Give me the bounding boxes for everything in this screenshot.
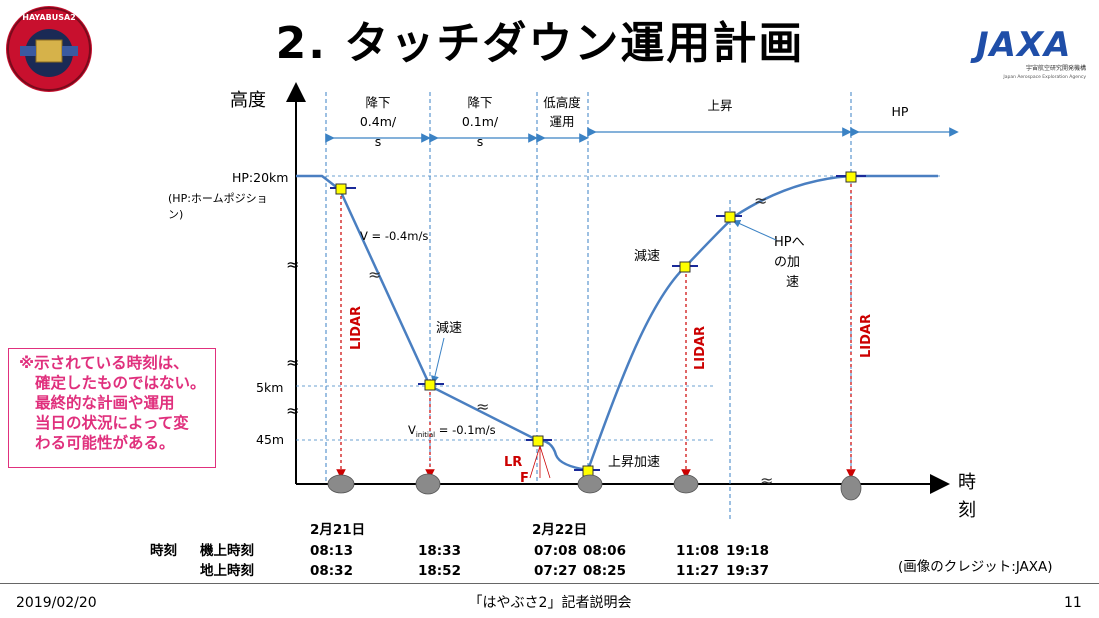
spacecraft-icon [418,379,444,391]
hp-note-line2: ン) [168,208,183,221]
y-tick-hp: HP:20km [232,170,288,185]
phase-3-label-b: 運用 [549,114,574,129]
ground-time-label: 地上時刻 [200,563,254,579]
time-row-label: 時刻 [150,543,177,559]
mission-badge: HAYABUSA2 [6,6,92,92]
trajectory-breaks: ≈ ≈ ≈ ≈ [368,191,773,490]
asteroid-rocks [327,473,862,501]
onboard-time-label: 機上時刻 [200,543,254,559]
rock-icon [577,474,603,494]
rock-icon [327,474,355,494]
lidar-labels: LIDAR LIDAR LIDAR LR F [349,306,874,486]
axis-break-3: ≈ [286,401,299,420]
lrf-label-1: LR [504,455,522,470]
footer-date: 2019/02/20 [16,595,97,611]
logo-text: JAXA [970,25,1072,65]
onboard-time: 19:18 [726,543,769,559]
footer-divider [0,583,1099,584]
date-label-1: 2月21日 [310,522,366,538]
phase-4-label: 上昇 [707,98,732,113]
onboard-time: 08:13 [310,543,353,559]
onboard-time: 07:08 [534,543,577,559]
phase-2-label-a: 降下 [467,95,492,110]
velocity-label-1: V = -0.4m/s [360,229,428,243]
phase-3-label-a: 低高度 [543,95,581,110]
phase-2-label-c: s [477,134,484,149]
lidar-lines [336,184,856,479]
ground-time: 11:27 [676,563,719,579]
phase-arrows [325,127,959,143]
spacecraft-icon [716,211,742,223]
velocity-label-2: Vinitial = -0.1m/s [408,423,496,439]
x-axis-label: 時刻 [958,472,976,521]
lidar-label-3: LIDAR [859,314,874,358]
onboard-time: 11:08 [676,543,719,559]
note-line: ※示されている時刻は、 [19,354,189,372]
jaxa-logo: JAXA 宇宙航空研究開発機構 Japan Aerospace Explorat… [968,20,1090,82]
ascent-accel-label: 上昇加速 [608,455,660,470]
onboard-time: 18:33 [418,543,461,559]
phase-1-label-b: 0.4m/ [360,114,397,129]
onboard-time: 08:06 [583,543,626,559]
phase-1-label-c: s [375,134,382,149]
lidar-label-1: LIDAR [349,306,364,350]
hayabusa2-badge-icon: HAYABUSA2 [7,7,91,91]
y-tick-45m: 45m [256,432,284,447]
spacecraft-icon [330,183,356,195]
jaxa-logo-icon: JAXA 宇宙航空研究開発機構 Japan Aerospace Explorat… [970,25,1086,80]
touchdown-chart: 高度 時刻 HP:20km 5km 45m (HP:ホームポジショ ン) ≈ ≈… [168,82,976,521]
lrf-beams [529,445,551,479]
hp-accel-pointer [732,219,777,241]
axis-break-2: ≈ [286,353,299,372]
logo-sub-ja: 宇宙航空研究開発機構 [1026,64,1086,72]
decel-pointer-1 [431,337,445,384]
hp-note-line1: (HP:ホームポジショ [168,192,268,205]
ground-time: 19:37 [726,563,769,579]
svg-text:≈: ≈ [476,397,489,416]
y-axis-label: 高度 [230,90,266,111]
spacecraft-icon [836,171,866,183]
ground-time: 08:32 [310,563,353,579]
logo-sub-en: Japan Aerospace Exploration Agency [1002,74,1086,80]
note-line: わる可能性がある。 [35,434,175,452]
trajectory-line [296,174,938,472]
hp-accel-label-1: HPへ [774,235,805,250]
rock-icon [415,473,441,495]
page-number: 11 [1064,595,1082,611]
ground-time: 18:52 [418,563,461,579]
hp-accel-label-3: 速 [786,275,799,290]
ground-time: 08:25 [583,563,626,579]
image-credit: (画像のクレジット:JAXA) [898,559,1053,575]
hp-accel-label-2: の加 [774,255,800,270]
lrf-label-2: F [520,471,529,486]
decel-label-1: 減速 [436,320,462,336]
axis-break-1: ≈ [286,255,299,274]
rock-icon [840,475,862,501]
spacecraft-icon [672,261,698,273]
badge-text: HAYABUSA2 [22,13,75,22]
footer-event: 「はやぶさ2」記者説明会 [468,595,632,611]
disclaimer-note: ※示されている時刻は、 確定したものではない。 最終的な計画や運用 当日の状況に… [8,348,216,468]
rock-icon [673,474,699,494]
note-line: 最終的な計画や運用 [35,394,175,412]
note-line: 確定したものではない。 [35,374,206,392]
ground-time: 07:27 [534,563,577,579]
phase-5-label: HP [892,104,909,119]
phase-labels: 降下 0.4m/ s 降下 0.1m/ s 低高度 運用 上昇 HP [360,95,909,149]
spacecraft-icon [526,435,552,447]
y-tick-5km: 5km [256,380,283,395]
svg-text:≈: ≈ [754,191,767,210]
svg-text:≈: ≈ [368,265,381,284]
page-title: 2. タッチダウン運用計画 [275,18,805,69]
lidar-label-2: LIDAR [693,326,708,370]
phase-dividers [325,92,852,520]
svg-text:≈: ≈ [760,471,773,490]
phase-1-label-a: 降下 [365,95,390,110]
decel-label-2: 減速 [634,248,660,264]
phase-2-label-b: 0.1m/ [462,114,499,129]
date-label-2: 2月22日 [532,522,588,538]
note-line: 当日の状況によって変 [35,414,189,432]
